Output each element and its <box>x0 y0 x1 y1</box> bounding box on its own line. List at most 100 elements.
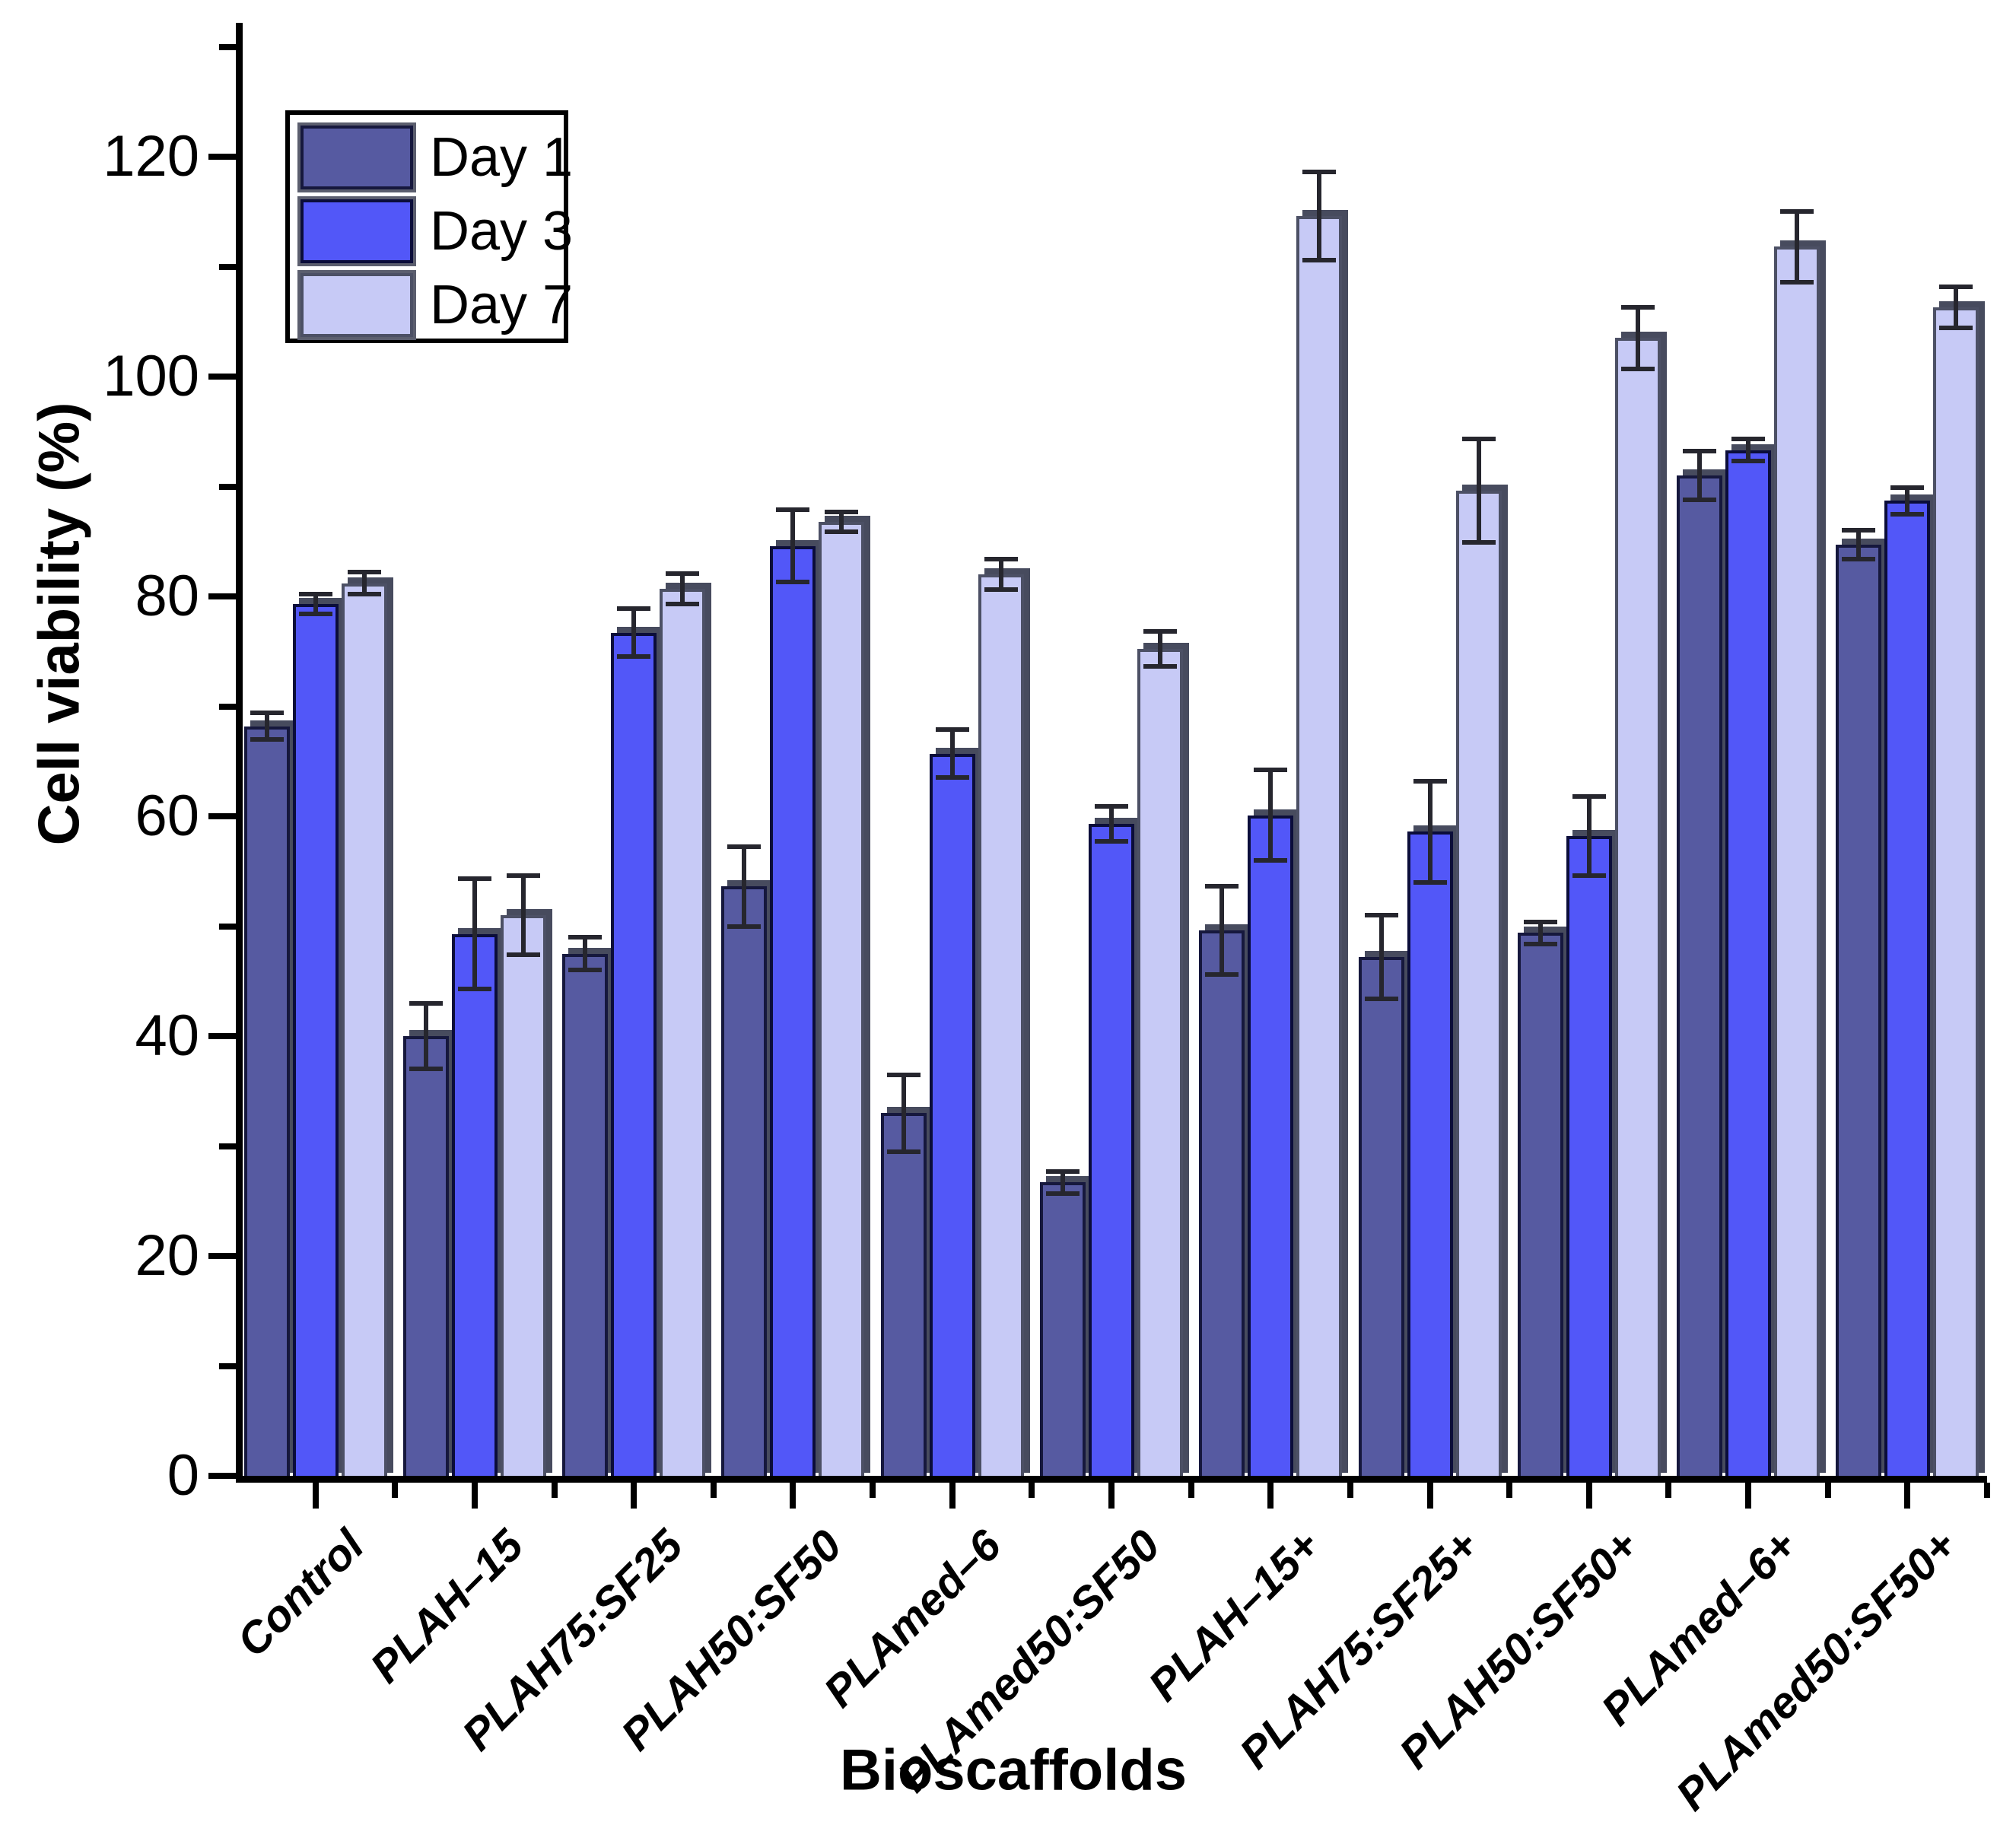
category-label: PLAH–15 <box>361 1520 533 1693</box>
bar <box>1677 475 1723 1479</box>
bar <box>402 1036 449 1479</box>
category-label: Control <box>227 1520 374 1667</box>
error-bar-cap-bottom <box>1620 366 1655 371</box>
error-bar-cap-bottom <box>506 952 540 958</box>
error-bar-line <box>313 594 318 615</box>
y-major-tick <box>208 593 236 599</box>
y-tick-label: 120 <box>103 124 199 189</box>
legend-label: Day 3 <box>430 201 574 262</box>
bar <box>451 933 498 1479</box>
bar <box>1296 216 1343 1479</box>
error-bar-cap-bottom <box>984 587 1018 593</box>
error-bar-cap-bottom <box>1205 972 1239 978</box>
x-minor-tick <box>1665 1483 1672 1498</box>
bar <box>1774 246 1820 1479</box>
bar <box>978 574 1024 1479</box>
error-bar-cap-top <box>1780 209 1814 215</box>
bar <box>611 632 657 1479</box>
error-bar-cap-top <box>250 711 284 716</box>
x-major-tick <box>631 1483 638 1509</box>
y-major-tick <box>208 813 236 819</box>
error-bar-cap-bottom <box>1302 257 1337 262</box>
error-bar-cap-bottom <box>825 529 859 534</box>
error-bar-cap-bottom <box>666 602 700 607</box>
error-bar-cap-top <box>1523 919 1557 924</box>
bar <box>1088 824 1134 1479</box>
error-bar-line <box>1268 770 1274 860</box>
error-bar-line <box>839 511 844 532</box>
error-bar-line <box>1108 806 1114 842</box>
y-minor-tick <box>219 923 236 930</box>
error-bar-line <box>1586 796 1591 876</box>
y-major-tick <box>208 154 236 160</box>
error-bar-cap-top <box>1045 1168 1080 1174</box>
bar <box>1517 933 1563 1479</box>
bar <box>770 545 816 1479</box>
error-bar-cap-top <box>1572 793 1606 799</box>
error-bar-cap-top <box>409 1000 443 1006</box>
bar <box>562 953 609 1479</box>
bar <box>1358 956 1404 1479</box>
x-major-tick <box>1745 1483 1752 1509</box>
bar <box>1566 836 1612 1479</box>
error-bar-line <box>949 729 955 778</box>
error-bar-cap-bottom <box>1523 941 1557 946</box>
x-minor-tick <box>1983 1483 1990 1498</box>
error-bar-cap-top <box>1731 437 1766 442</box>
error-bar-cap-bottom <box>457 986 491 991</box>
error-bar-cap-bottom <box>1939 326 1973 331</box>
error-bar-cap-bottom <box>568 968 603 973</box>
x-major-tick <box>949 1483 956 1509</box>
bar <box>1407 831 1453 1479</box>
error-bar-cap-bottom <box>1731 459 1766 464</box>
error-bar-cap-bottom <box>727 924 762 929</box>
error-bar-cap-top <box>617 606 651 611</box>
error-bar-line <box>1697 451 1703 500</box>
error-bar-cap-top <box>457 876 491 882</box>
x-major-tick <box>312 1483 319 1509</box>
x-major-tick <box>1904 1483 1911 1509</box>
y-tick-label: 60 <box>135 784 199 848</box>
error-bar-line <box>1746 439 1751 462</box>
error-bar-cap-top <box>886 1072 921 1077</box>
bar <box>929 753 975 1479</box>
category-label: PLAmed50:SF50+ <box>1666 1520 1967 1820</box>
error-bar-line <box>520 876 526 955</box>
y-major-tick <box>208 1253 236 1259</box>
error-bar-cap-top <box>1939 284 1973 289</box>
y-minor-tick <box>219 1362 236 1369</box>
error-bar-line <box>790 509 796 583</box>
bar <box>1039 1182 1086 1479</box>
bar <box>1614 338 1661 1479</box>
x-major-tick <box>1426 1483 1433 1509</box>
x-axis-title: Bioscaffolds <box>839 1738 1188 1803</box>
error-bar-line <box>264 713 269 739</box>
error-bar-cap-bottom <box>1461 540 1496 545</box>
error-bar-cap-bottom <box>1254 857 1288 863</box>
error-bar-cap-top <box>1205 884 1239 889</box>
error-bar-cap-bottom <box>1143 664 1177 669</box>
error-bar-line <box>1219 886 1225 975</box>
error-bar-line <box>680 573 685 605</box>
error-bar-line <box>1795 211 1800 282</box>
x-major-tick <box>1108 1483 1115 1509</box>
y-tick-label: 20 <box>135 1223 199 1288</box>
error-bar-cap-bottom <box>250 736 284 742</box>
error-bar-line <box>1378 915 1384 999</box>
x-minor-tick <box>1824 1483 1831 1498</box>
error-bar-cap-bottom <box>1780 279 1814 285</box>
error-bar-line <box>583 936 588 971</box>
bar <box>1137 649 1183 1479</box>
error-bar-line <box>901 1074 906 1152</box>
error-bar-cap-bottom <box>1094 839 1128 844</box>
error-bar-line <box>998 558 1003 590</box>
x-minor-tick <box>1347 1483 1353 1498</box>
error-bar-cap-bottom <box>1572 873 1606 879</box>
error-bar-cap-bottom <box>1364 996 1398 1001</box>
error-bar-cap-top <box>1620 304 1655 310</box>
bar <box>1248 815 1294 1479</box>
error-bar-line <box>1476 439 1481 543</box>
error-bar-line <box>1954 286 1959 329</box>
x-minor-tick <box>1029 1483 1035 1498</box>
error-bar-line <box>1157 631 1162 667</box>
